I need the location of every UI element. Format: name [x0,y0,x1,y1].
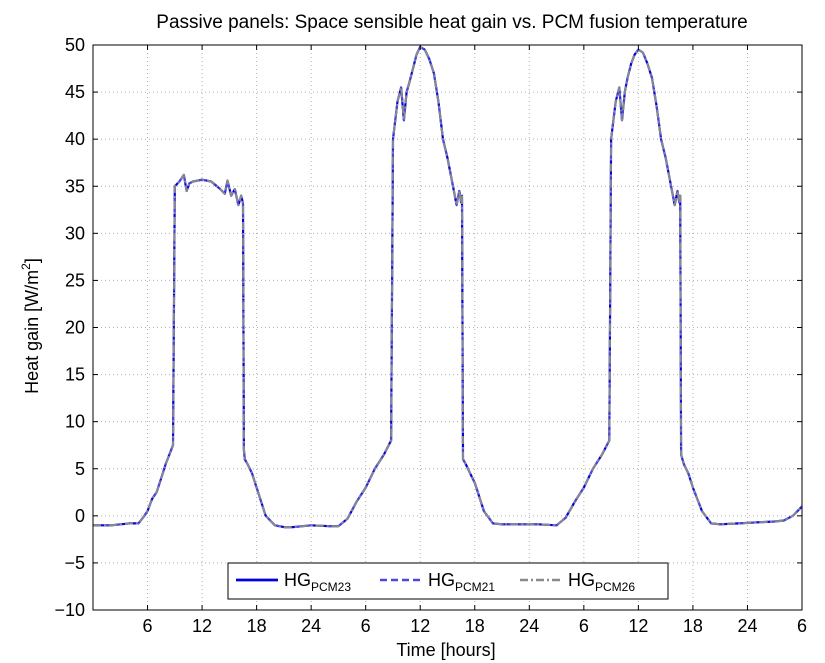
y-tick-label: 45 [65,82,85,102]
x-tick-label: 18 [465,616,485,636]
legend-label-subscript: PCM21 [455,580,495,594]
x-tick-label: 24 [301,616,321,636]
y-tick-label: 5 [75,459,85,479]
ticks [93,44,803,611]
x-tick-label: 12 [628,616,648,636]
y-tick-label: −5 [64,553,85,573]
plot-area [93,45,803,529]
series-line-pcm26 [93,45,803,529]
y-tick-label: 0 [75,506,85,526]
y-tick-label: 20 [65,318,85,338]
series-line-pcm23 [93,45,803,529]
tick-labels: −10 −5 0 5 10 15 20 25 30 35 40 45 50 6 12 18 24 6 12 18 24 6… [54,35,807,636]
series-line-pcm21 [93,45,803,529]
legend: HGPCM23 HGPCM21 HGPCM26 [227,562,669,600]
x-tick-label: 12 [192,616,212,636]
x-tick-label: 6 [797,616,807,636]
y-tick-label: 10 [65,412,85,432]
y-tick-label: 30 [65,223,85,243]
y-axis-label-tail: ] [22,258,42,263]
y-tick-label: 25 [65,270,85,290]
x-tick-label: 18 [683,616,703,636]
x-tick-label: 24 [519,616,539,636]
legend-box [227,562,669,600]
x-tick-label: 18 [247,616,267,636]
legend-label-pcm26: HGPCM26 [568,570,635,594]
x-tick-label: 6 [361,616,371,636]
legend-label-name: HG [284,570,311,590]
x-tick-label: 24 [737,616,757,636]
y-tick-label: 40 [65,129,85,149]
y-tick-label: −10 [54,600,85,620]
legend-label-name: HG [428,570,455,590]
y-axis-label: Heat gain [W/m2] [19,258,42,394]
x-tick-label: 12 [410,616,430,636]
chart-title: Passive panels: Space sensible heat gain… [156,12,747,33]
legend-label-subscript: PCM23 [311,580,351,594]
legend-label-subscript: PCM26 [595,580,635,594]
legend-label-pcm23: HGPCM23 [284,570,351,594]
legend-label-name: HG [568,570,595,590]
x-axis-label: Time [hours] [396,640,495,660]
grid [93,45,802,610]
y-axis-label-main: Heat gain [W/m [22,270,42,394]
x-tick-label: 6 [143,616,153,636]
y-axis-label-sup: 2 [19,263,33,270]
axes-frame [92,44,803,611]
y-tick-label: 50 [65,35,85,55]
x-tick-label: 6 [579,616,589,636]
y-tick-label: 35 [65,176,85,196]
legend-label-pcm21: HGPCM21 [428,570,495,594]
y-tick-label: 15 [65,365,85,385]
